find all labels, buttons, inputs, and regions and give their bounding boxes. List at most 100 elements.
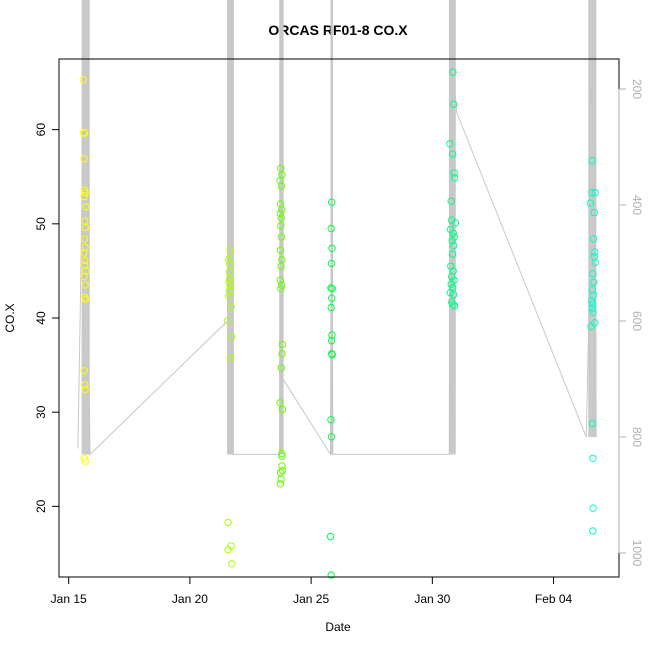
data-point: [81, 381, 89, 389]
data-point: [227, 333, 236, 341]
y-axis: 20 30 40 50 60: [34, 123, 60, 513]
data-point: [225, 278, 233, 286]
y-tick-label: 20: [34, 499, 48, 513]
data-point: [226, 353, 235, 362]
data-points-layer: [79, 68, 599, 579]
data-point: [278, 452, 286, 461]
data-point: [589, 308, 597, 316]
data-point: [80, 235, 89, 243]
data-point: [451, 219, 460, 227]
data-point: [278, 350, 286, 358]
data-point: [81, 457, 90, 465]
data-point: [449, 301, 457, 309]
data-point: [591, 189, 599, 197]
data-point: [225, 292, 233, 300]
data-point: [327, 303, 335, 312]
data-point: [327, 224, 335, 233]
data-point: [588, 157, 596, 165]
y-tick-label: 50: [34, 217, 48, 231]
data-point: [590, 253, 598, 261]
x-tick-label: Jan 25: [293, 592, 329, 606]
data-point: [80, 367, 88, 375]
y-tick-label: 30: [34, 405, 48, 419]
data-point: [328, 244, 336, 253]
data-point: [591, 319, 599, 327]
data-point: [226, 260, 234, 268]
x-tick-label: Feb 04: [535, 592, 573, 606]
right-tick-label: 400: [630, 195, 644, 215]
data-point: [225, 255, 233, 264]
data-point: [586, 199, 595, 207]
data-point: [328, 331, 336, 339]
data-point: [589, 454, 597, 462]
data-point: [588, 189, 596, 197]
data-point: [449, 250, 457, 258]
data-point: [450, 174, 459, 182]
data-point: [277, 233, 286, 241]
data-point: [326, 532, 335, 541]
data-point: [227, 303, 235, 311]
data-point: [277, 222, 285, 230]
data-point: [226, 274, 234, 283]
data-point: [277, 281, 286, 289]
data-point: [277, 214, 285, 222]
data-point: [328, 198, 336, 206]
data-point: [81, 281, 89, 289]
data-point: [80, 155, 88, 163]
data-point: [588, 304, 596, 313]
data-point: [79, 76, 87, 84]
data-point: [450, 233, 458, 241]
data-point: [276, 468, 285, 477]
data-point: [224, 518, 232, 527]
data-point: [81, 189, 89, 197]
data-point: [450, 100, 458, 108]
data-point: [80, 128, 88, 137]
data-point: [277, 262, 285, 270]
data-point: [81, 223, 90, 232]
data-point: [80, 129, 89, 138]
data-point: [277, 285, 285, 293]
data-point: [276, 276, 284, 284]
x-tick-label: Jan 30: [414, 592, 450, 606]
data-point: [278, 340, 287, 349]
data-point: [276, 246, 285, 254]
data-point: [82, 203, 90, 211]
data-point: [277, 182, 286, 190]
data-point: [227, 542, 235, 550]
x-axis: Jan 15 Jan 20 Jan 25 Jan 30 Feb 04: [51, 576, 573, 606]
x-tick-label: Jan 20: [172, 592, 208, 606]
data-point: [278, 466, 287, 475]
data-point: [278, 405, 287, 414]
plot-frame: [58, 58, 620, 578]
data-point: [447, 280, 455, 288]
right-tick-label: 200: [630, 79, 644, 99]
data-point: [276, 399, 284, 407]
data-point: [226, 282, 234, 290]
data-point: [327, 259, 336, 268]
data-point: [80, 454, 89, 462]
data-point: [587, 322, 595, 331]
data-point: [225, 287, 234, 295]
data-point: [327, 284, 335, 292]
data-point: [591, 258, 599, 267]
data-point: [276, 200, 285, 208]
right-axis: 200 400 600 800 1000: [618, 79, 644, 567]
data-point: [276, 480, 284, 488]
data-point: [277, 475, 285, 483]
data-point: [80, 272, 88, 281]
x-axis-label: Date: [325, 620, 351, 634]
data-point: [589, 300, 597, 308]
data-point: [448, 272, 456, 281]
data-point: [589, 504, 597, 512]
data-point: [228, 560, 236, 568]
data-point: [81, 243, 89, 252]
data-point: [328, 285, 336, 293]
data-point: [327, 336, 336, 345]
data-point: [81, 261, 89, 269]
data-point: [590, 278, 598, 286]
y-tick-label: 60: [34, 123, 48, 137]
data-point: [589, 270, 597, 278]
data-point: [328, 294, 336, 302]
x-tick-label: Jan 15: [51, 592, 87, 606]
